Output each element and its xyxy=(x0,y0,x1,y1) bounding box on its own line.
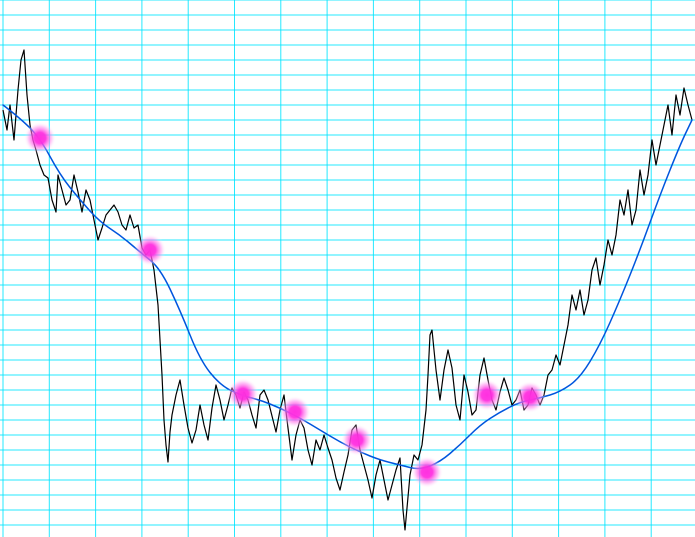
price-chart xyxy=(0,0,695,537)
signal-marker xyxy=(24,122,56,154)
signal-marker xyxy=(411,456,443,488)
signal-marker xyxy=(227,378,259,410)
signal-marker xyxy=(134,234,166,266)
signal-marker xyxy=(471,379,503,411)
signal-marker xyxy=(341,424,373,456)
chart-canvas xyxy=(0,0,695,537)
signal-marker xyxy=(279,396,311,428)
signal-marker xyxy=(514,381,546,413)
